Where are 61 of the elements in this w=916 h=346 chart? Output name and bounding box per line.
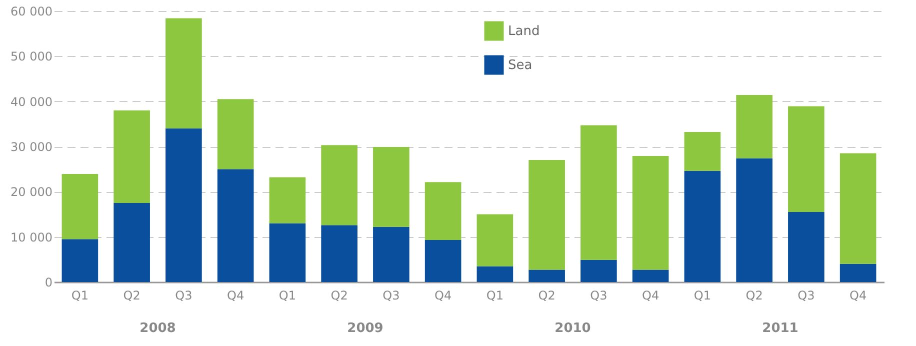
bar xyxy=(736,95,772,158)
bar xyxy=(321,145,358,226)
bar xyxy=(166,18,202,128)
x-tick-label: Q1 xyxy=(71,288,88,302)
bar xyxy=(528,270,565,282)
x-tick-label: Q1 xyxy=(486,288,504,302)
bar xyxy=(736,158,772,282)
bar xyxy=(580,125,617,260)
bar xyxy=(632,156,669,270)
y-tick-label: 60 000 xyxy=(10,4,52,18)
bar xyxy=(62,174,98,240)
bar xyxy=(476,214,514,266)
bar xyxy=(788,212,824,282)
bar xyxy=(166,128,202,282)
bar xyxy=(269,177,306,224)
y-tick-label: 10 000 xyxy=(10,230,52,244)
bar xyxy=(114,110,150,203)
x-tick-label: Q3 xyxy=(590,288,608,302)
x-tick-label: Q3 xyxy=(382,288,400,302)
bar xyxy=(788,106,824,212)
bar xyxy=(424,182,462,240)
x-tick-label: Q2 xyxy=(330,288,348,302)
x-tick-label: Q4 xyxy=(850,288,867,302)
y-tick-label: 30 000 xyxy=(10,140,52,154)
x-tick-label: Q2 xyxy=(123,288,140,302)
bar xyxy=(424,240,462,282)
legend-label: Sea xyxy=(508,58,532,73)
y-tick-label: 0 xyxy=(44,276,52,290)
x-tick-label: Q4 xyxy=(434,288,452,302)
bar xyxy=(373,146,410,227)
text: 2010 xyxy=(554,321,591,336)
bar xyxy=(269,223,306,282)
y-tick-label: 40 000 xyxy=(10,94,52,109)
x-tick-label: Q2 xyxy=(538,288,556,302)
bar xyxy=(217,169,254,282)
bar xyxy=(684,170,721,282)
text: 2009 xyxy=(347,321,384,336)
x-tick-label: Q1 xyxy=(278,288,296,302)
x-tick-label: Q4 xyxy=(227,288,244,302)
bar xyxy=(476,266,514,282)
bar xyxy=(632,270,669,282)
x-tick-label: Q2 xyxy=(746,288,763,302)
bar xyxy=(321,225,358,282)
x-tick-label: Q4 xyxy=(642,288,660,302)
bar xyxy=(114,202,150,282)
x-tick-label: Q1 xyxy=(694,288,711,302)
bar xyxy=(684,132,721,171)
y-tick-label: 20 000 xyxy=(10,185,52,200)
bar xyxy=(62,239,98,282)
bar xyxy=(528,160,565,270)
y-tick-label: 50 000 xyxy=(10,50,52,64)
text: 2008 xyxy=(140,321,176,336)
legend-label: Land xyxy=(508,24,540,39)
bar xyxy=(840,264,876,282)
bar xyxy=(373,226,410,282)
x-tick-label: Q3 xyxy=(175,288,192,302)
bar xyxy=(840,153,876,264)
text: 2011 xyxy=(762,321,798,336)
bar xyxy=(580,260,617,282)
bar xyxy=(217,99,254,170)
x-tick-label: Q3 xyxy=(798,288,815,302)
